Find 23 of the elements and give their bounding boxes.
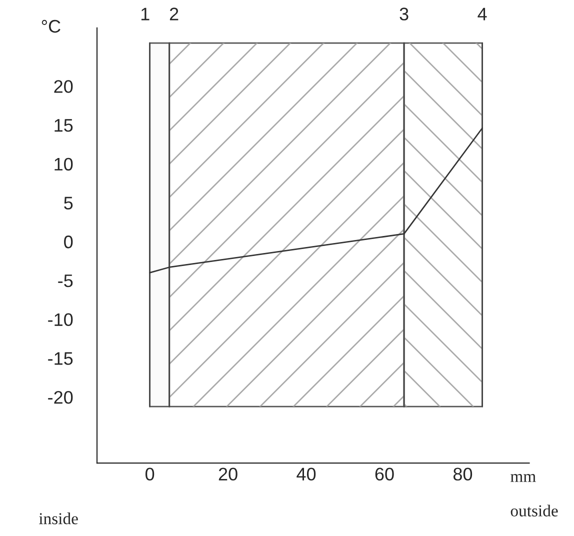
y-tick-label: -5 [58, 274, 73, 288]
x-tick-label: 80 [453, 468, 472, 481]
line-series [149, 127, 483, 274]
x-tick-label: 20 [218, 468, 238, 481]
x-axis-title: mm [510, 474, 536, 482]
y-tick-label: -20 [48, 390, 73, 404]
y-tick-label: 10 [54, 158, 73, 171]
y-tick-label: 20 [54, 80, 73, 93]
text: 2 [170, 8, 178, 20]
text: inside [39, 512, 78, 524]
text: 3 [400, 8, 408, 20]
y-tick-label: 5 [64, 196, 73, 210]
y-tick-label: -15 [48, 352, 73, 365]
x-tick-label: 40 [296, 468, 316, 481]
y-axis-title: °C [42, 20, 60, 33]
text: outside [510, 504, 558, 516]
y-tick-label: -10 [48, 313, 73, 326]
x-tick-label: 0 [145, 468, 154, 481]
text: 4 [478, 8, 487, 20]
y-tick-label: 0 [64, 236, 73, 248]
x-tick-label: 60 [375, 468, 394, 481]
y-tick-label: 15 [54, 119, 73, 132]
text: 1 [141, 8, 150, 20]
